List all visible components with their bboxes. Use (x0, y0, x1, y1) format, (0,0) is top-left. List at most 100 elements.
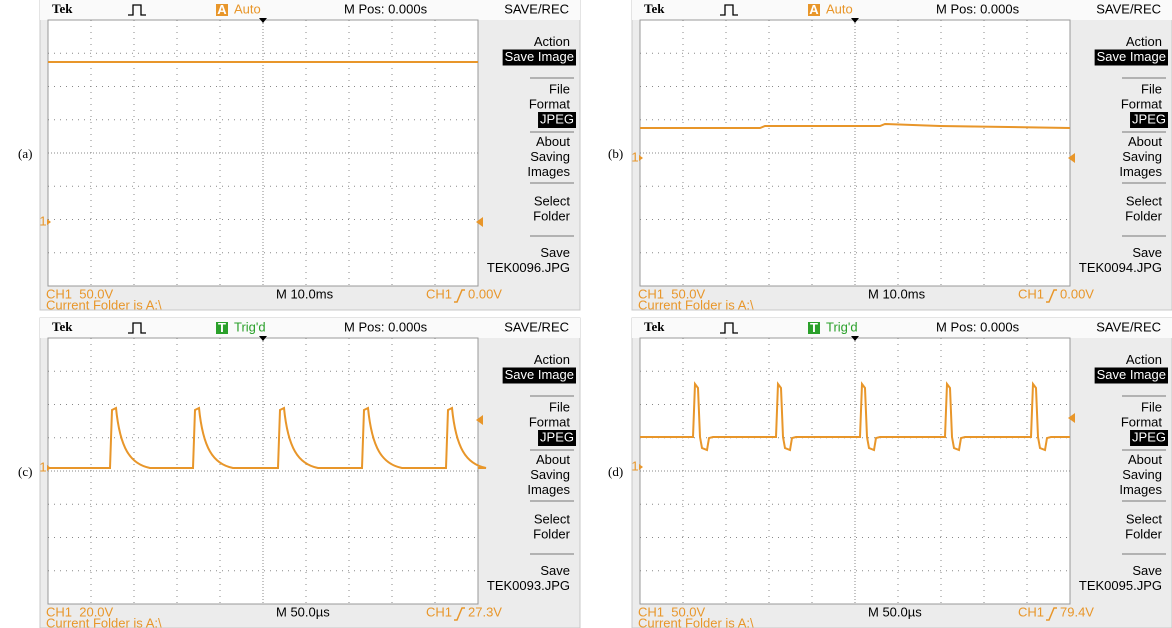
menu-item: Action (1126, 352, 1162, 367)
menu-item: TEK0094.JPG (1079, 260, 1162, 275)
menu-selected: Save Image (1097, 367, 1166, 382)
header-bg (40, 0, 580, 20)
brand: Tek (644, 319, 665, 334)
menu-item: Saving (530, 467, 570, 482)
trigger-source: CH1 (426, 286, 452, 301)
menu-item: Action (534, 352, 570, 367)
channel-marker: 1 (631, 458, 638, 473)
menu-item: Format (1121, 96, 1163, 111)
panel-label: (b) (608, 146, 623, 161)
header-bg (632, 0, 1172, 20)
menu-item: Save (1132, 563, 1162, 578)
menu-selected: Save Image (505, 367, 574, 382)
timebase: M 50.0µs (868, 604, 922, 619)
brand: Tek (644, 1, 665, 16)
menu-selected: JPEG (540, 429, 574, 444)
status: Auto (826, 1, 853, 16)
trigger-level: 0.00V (468, 286, 502, 301)
menu-selected: JPEG (1132, 429, 1166, 444)
menu-item: Save (1132, 245, 1162, 260)
menu-item: File (549, 81, 570, 96)
menu-item: File (1141, 399, 1162, 414)
menu-item: About (1128, 452, 1162, 467)
menu-item: TEK0096.JPG (487, 260, 570, 275)
menu-item: Select (534, 511, 571, 526)
menu-item: TEK0095.JPG (1079, 578, 1162, 593)
brand: Tek (52, 319, 73, 334)
menu-item: Images (527, 482, 570, 497)
menu-item: Action (1126, 34, 1162, 49)
menu-item: Folder (533, 526, 571, 541)
menu-item: Save (540, 245, 570, 260)
menu-title: SAVE/REC (1096, 319, 1161, 334)
status-letter: T (810, 320, 818, 335)
status: Trig'd (826, 319, 858, 334)
trigger-source: CH1 (1018, 604, 1044, 619)
panel-label: (a) (18, 146, 32, 161)
menu-item: Folder (1125, 208, 1163, 223)
folder: Current Folder is A:\ (638, 297, 754, 312)
menu-item: Saving (530, 149, 570, 164)
menu-item: Saving (1122, 149, 1162, 164)
menu-item: Select (1126, 511, 1163, 526)
menu-title: SAVE/REC (504, 319, 569, 334)
panel-label: (d) (608, 464, 623, 479)
figure: (a)TekAAutoM Pos: 0.000sSAVE/REC1ActionS… (0, 0, 1172, 628)
menu-item: About (536, 134, 570, 149)
menu-item: Format (529, 414, 571, 429)
channel-marker: 1 (39, 459, 46, 474)
menu-item: Saving (1122, 467, 1162, 482)
folder: Current Folder is A:\ (46, 615, 162, 628)
menu-selected: Save Image (505, 49, 574, 64)
status: Auto (234, 1, 261, 16)
position: M Pos: 0.000s (936, 319, 1020, 334)
trigger-source: CH1 (1018, 286, 1044, 301)
menu-item: Save (540, 563, 570, 578)
menu-item: Folder (1125, 526, 1163, 541)
status-letter: A (809, 2, 819, 17)
channel-marker: 1 (39, 213, 46, 228)
status-letter: T (218, 320, 226, 335)
menu-item: TEK0093.JPG (487, 578, 570, 593)
menu-item: Images (1119, 482, 1162, 497)
panel-label: (c) (18, 464, 32, 479)
menu-title: SAVE/REC (1096, 1, 1161, 16)
status-letter: A (217, 2, 227, 17)
trigger-source: CH1 (426, 604, 452, 619)
channel-marker: 1 (631, 149, 638, 164)
header-bg (632, 318, 1172, 338)
menu-title: SAVE/REC (504, 1, 569, 16)
menu-selected: Save Image (1097, 49, 1166, 64)
menu-item: About (536, 452, 570, 467)
position: M Pos: 0.000s (936, 1, 1020, 16)
trigger-level: 0.00V (1060, 286, 1094, 301)
menu-item: Images (527, 164, 570, 179)
menu-item: Select (1126, 193, 1163, 208)
menu-item: Folder (533, 208, 571, 223)
trigger-level: 27.3V (468, 604, 502, 619)
menu-item: File (549, 399, 570, 414)
timebase: M 50.0µs (276, 604, 330, 619)
header-bg (40, 318, 580, 338)
timebase: M 10.0ms (868, 286, 926, 301)
menu-item: Format (1121, 414, 1163, 429)
menu-item: About (1128, 134, 1162, 149)
position: M Pos: 0.000s (344, 319, 428, 334)
brand: Tek (52, 1, 73, 16)
menu-item: File (1141, 81, 1162, 96)
menu-item: Action (534, 34, 570, 49)
menu-item: Images (1119, 164, 1162, 179)
menu-item: Select (534, 193, 571, 208)
trigger-level: 79.4V (1060, 604, 1094, 619)
status: Trig'd (234, 319, 266, 334)
position: M Pos: 0.000s (344, 1, 428, 16)
folder: Current Folder is A:\ (638, 615, 754, 628)
menu-selected: JPEG (540, 111, 574, 126)
timebase: M 10.0ms (276, 286, 334, 301)
menu-selected: JPEG (1132, 111, 1166, 126)
menu-item: Format (529, 96, 571, 111)
